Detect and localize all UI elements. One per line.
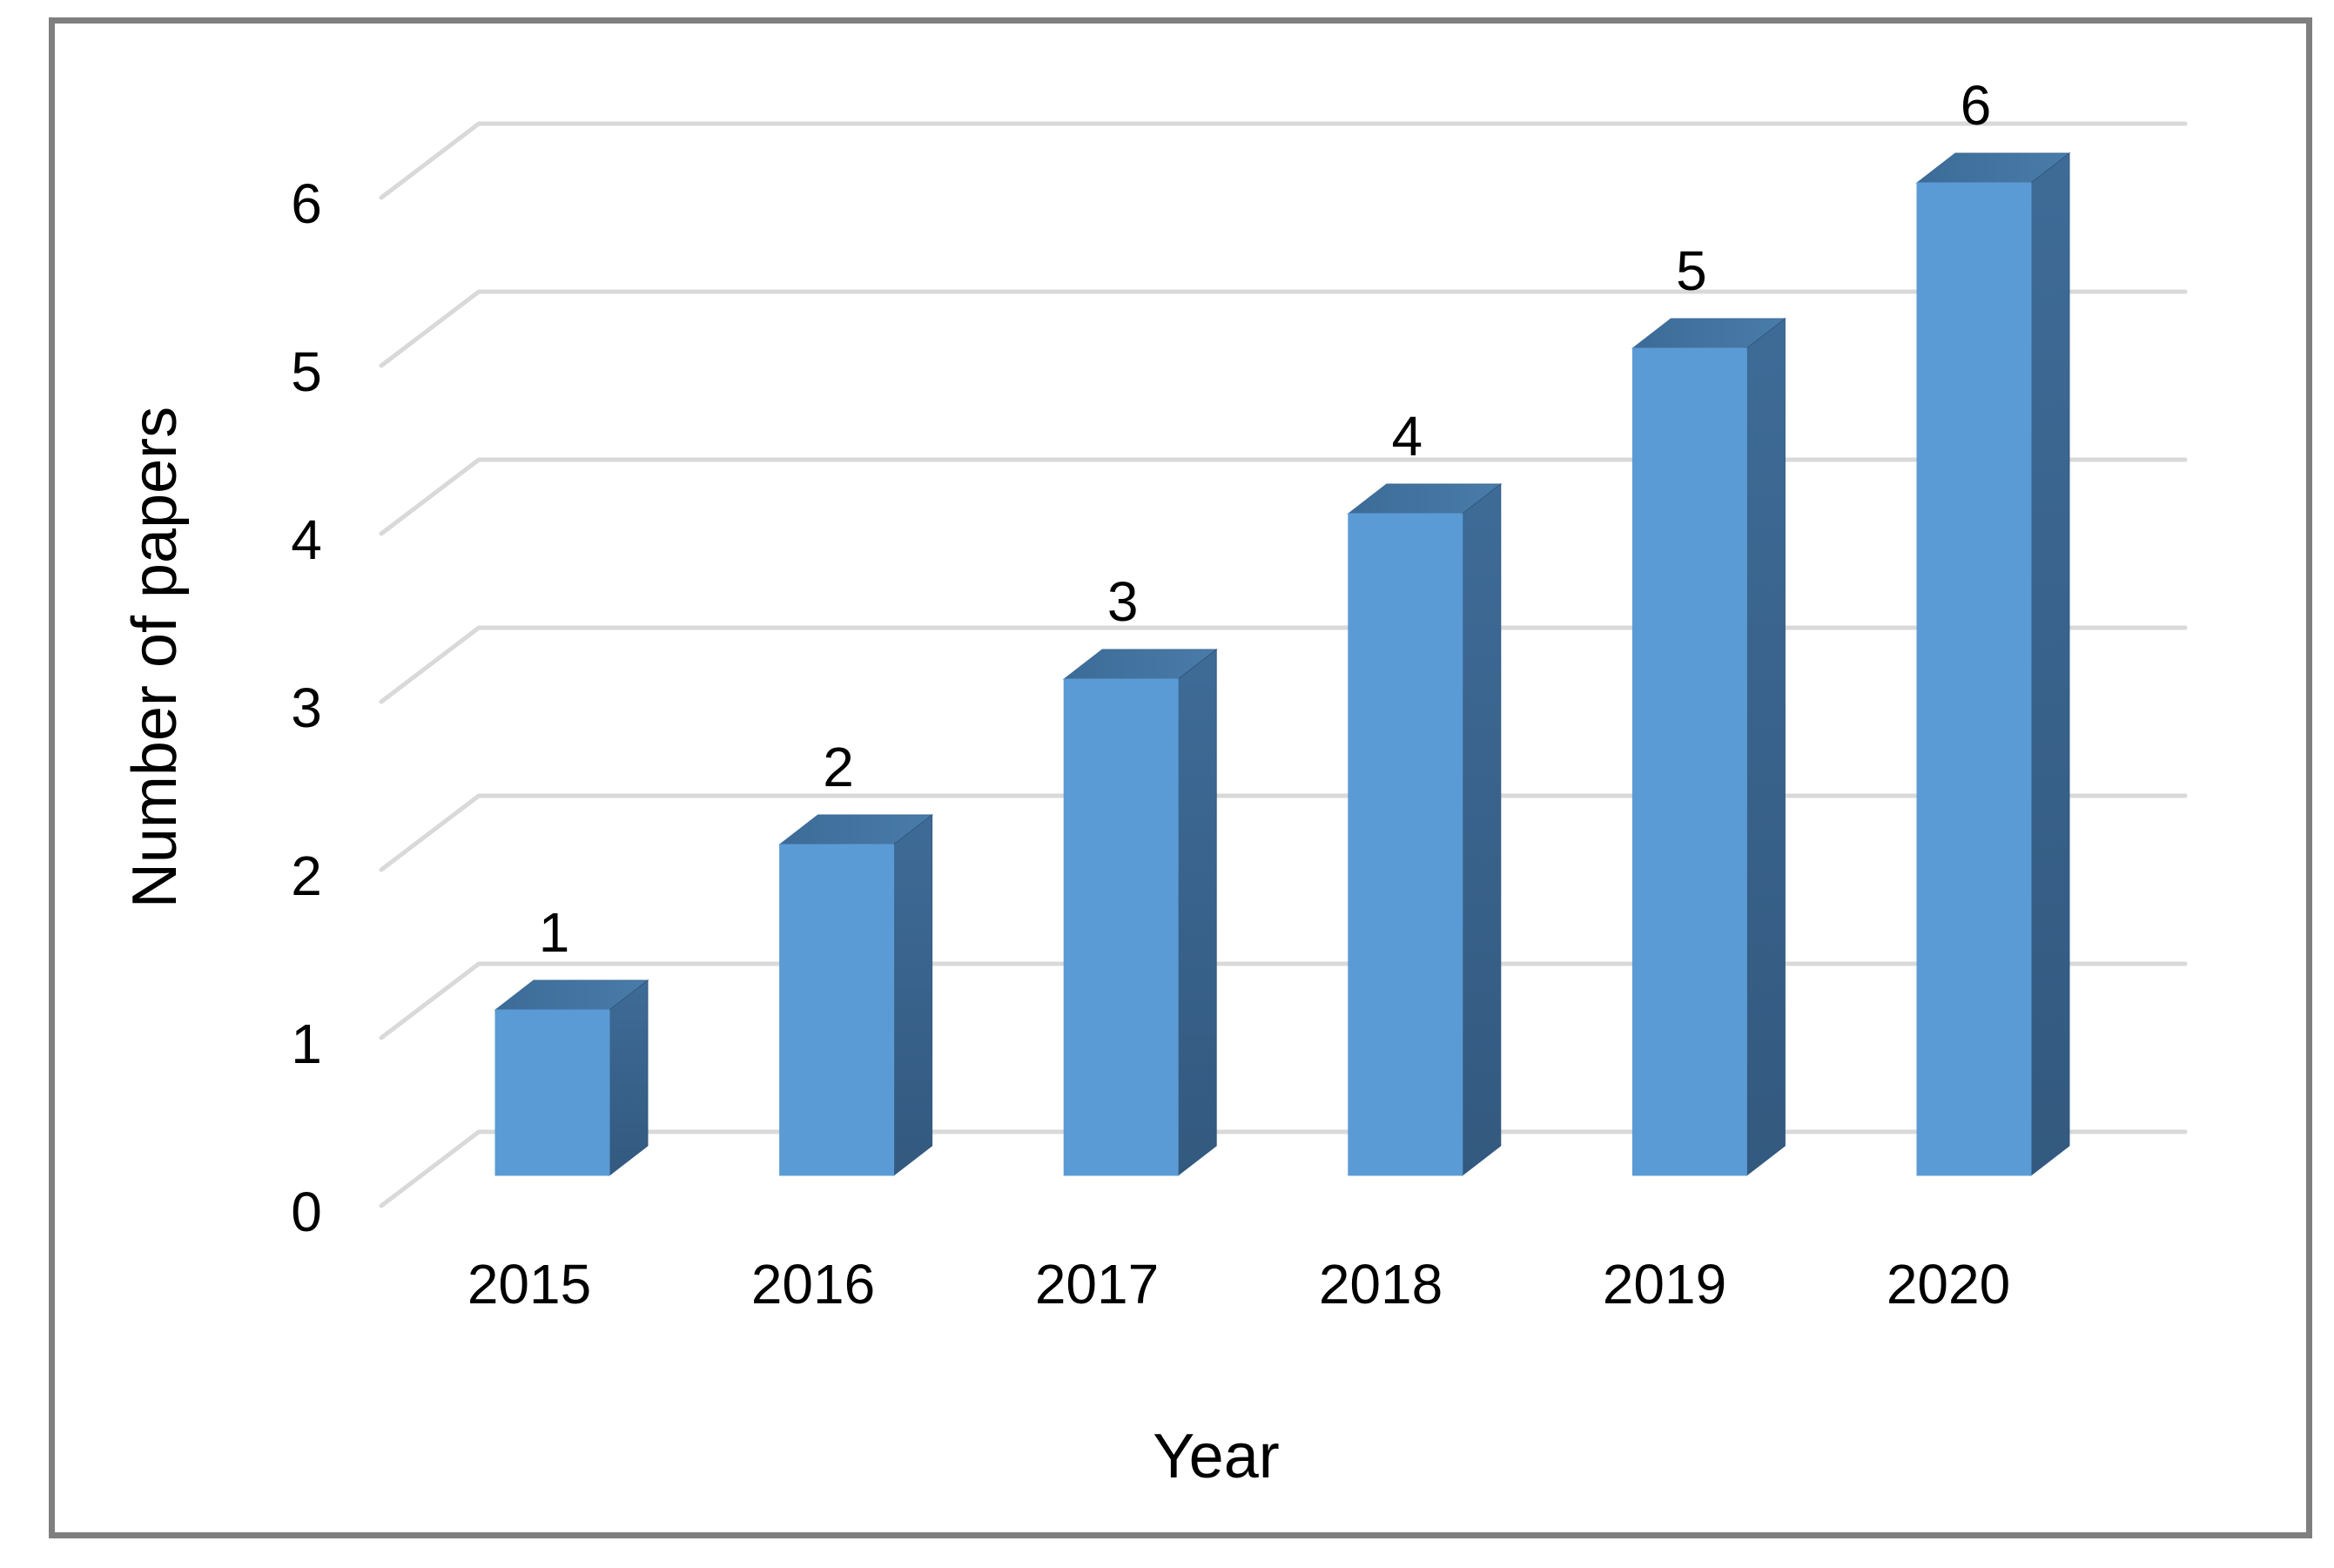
gridline-5 [379, 289, 2188, 368]
x-tick-label-2016: 2016 [751, 1253, 875, 1316]
x-tick-label-2015: 2015 [467, 1253, 591, 1316]
bar-2020 [1915, 151, 2071, 1177]
gridline-2 [379, 793, 2188, 872]
bar-2018 [1347, 482, 1503, 1177]
bar-value-label-2017: 3 [1107, 570, 1139, 633]
bar-front-face [1916, 182, 2032, 1176]
gridline-1 [379, 961, 2188, 1040]
bar-value-label-2020: 6 [1961, 74, 1992, 137]
gridline-0 [379, 1129, 2188, 1208]
bar-side-face [2030, 151, 2070, 1177]
x-tick-label-2019: 2019 [1603, 1253, 1726, 1316]
y-tick-label-3: 3 [291, 676, 322, 739]
gridline-3 [379, 625, 2188, 704]
x-tick-label-2020: 2020 [1887, 1253, 2010, 1316]
x-axis-title: Year [1153, 1422, 1279, 1491]
bar-value-label-2016: 2 [823, 736, 854, 798]
bar-2016 [778, 813, 934, 1177]
y-tick-label-4: 4 [291, 508, 322, 571]
y-tick-label-5: 5 [291, 340, 322, 403]
y-tick-label-0: 0 [291, 1181, 322, 1243]
x-tick-label-2017: 2017 [1035, 1253, 1159, 1316]
bar-side-face [609, 979, 649, 1177]
bar-front-face [1348, 513, 1463, 1176]
y-axis-tick-labels: 0 1 2 3 4 5 6 [291, 172, 322, 1243]
y-tick-label-2: 2 [291, 845, 322, 907]
bars-group [494, 151, 2071, 1177]
data-labels-group: 1 2 3 4 5 6 [539, 74, 1992, 964]
gridlines-group [379, 121, 2188, 1208]
bar-front-face [779, 844, 895, 1176]
bar-front-face [1063, 678, 1179, 1176]
bar-2019 [1631, 317, 1786, 1177]
bar-side-face [1177, 648, 1217, 1177]
bar-side-face [1745, 317, 1786, 1177]
bar-front-face [1631, 347, 1747, 1176]
bar-front-face [494, 1009, 610, 1176]
x-tick-label-2018: 2018 [1319, 1253, 1443, 1316]
bar-2017 [1062, 648, 1218, 1177]
y-axis-title: Number of papers [120, 407, 190, 908]
bar-value-label-2015: 1 [539, 901, 570, 964]
bar-value-label-2019: 5 [1676, 239, 1707, 302]
gridline-6 [379, 121, 2188, 200]
x-axis-tick-labels: 2015 2016 2017 2018 2019 2020 [467, 1253, 2010, 1316]
y-tick-label-6: 6 [291, 172, 322, 235]
bar-2015 [494, 979, 649, 1177]
y-tick-label-1: 1 [291, 1013, 322, 1075]
gridline-4 [379, 457, 2188, 536]
bar-value-label-2018: 4 [1392, 405, 1423, 468]
bar-side-face [893, 813, 933, 1177]
bar-side-face [1462, 482, 1502, 1177]
